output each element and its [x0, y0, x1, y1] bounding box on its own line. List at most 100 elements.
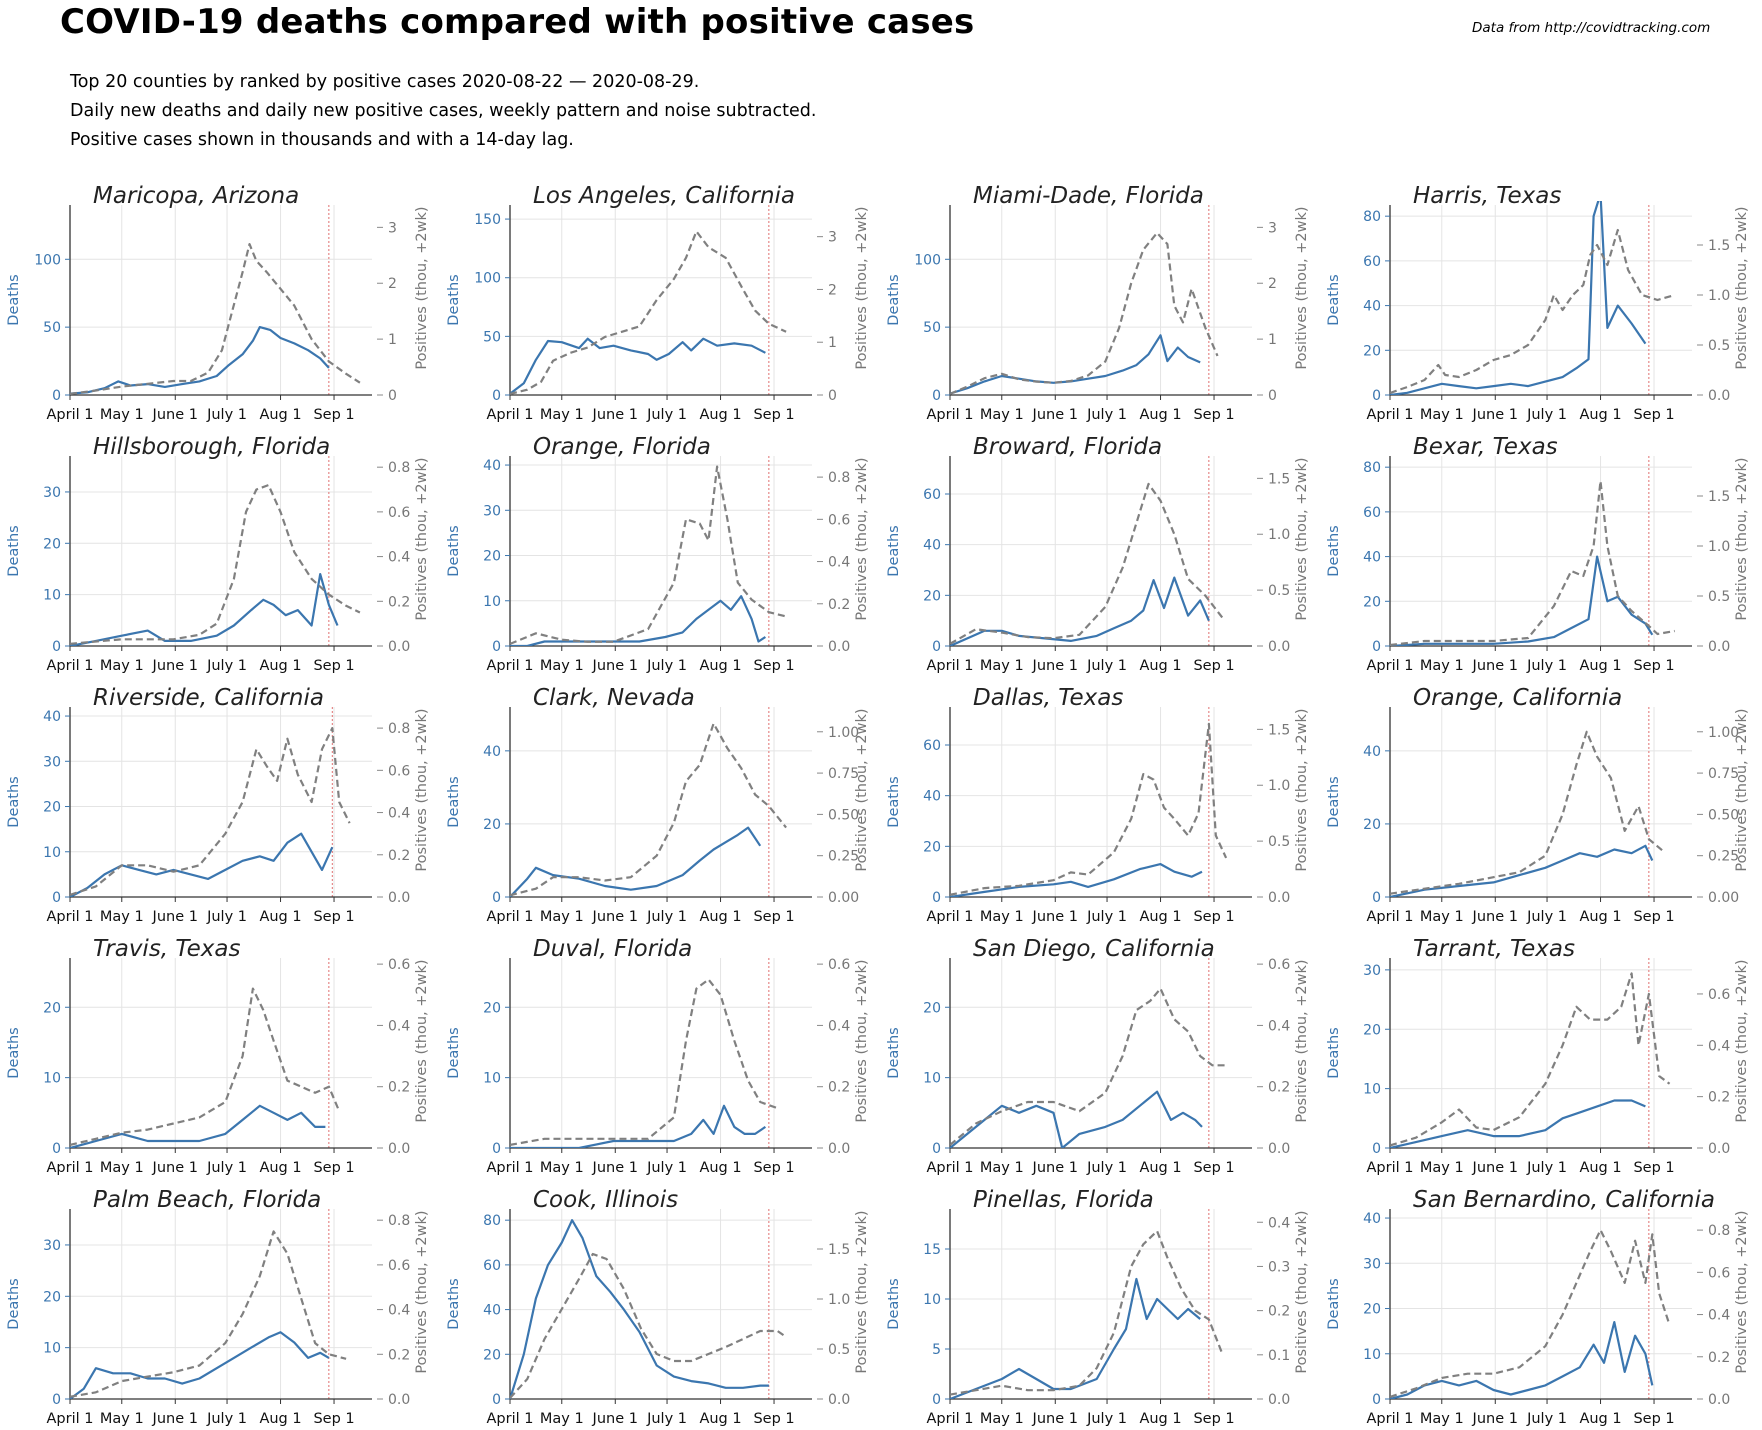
- panel-title: Palm Beach, Florida: [93, 1187, 321, 1213]
- y2-tick-label: 0.6: [388, 763, 410, 779]
- x-tick-label: July 1: [206, 909, 247, 925]
- subtitle-line-2: Daily new deaths and daily new positive …: [70, 101, 817, 121]
- x-tick-label: June 1: [1032, 407, 1078, 423]
- x-tick-label: June 1: [592, 407, 638, 423]
- positives-series-line: [70, 484, 361, 645]
- x-tick-label: Aug 1: [699, 1160, 741, 1176]
- y-tick-label: 40: [923, 789, 941, 805]
- x-tick-label: May 1: [1420, 909, 1464, 925]
- positives-series-line: [70, 726, 351, 896]
- deaths-series-line: [510, 826, 762, 897]
- y2-tick-label: 0.2: [388, 594, 410, 610]
- y2-tick-label: 0.4: [388, 1018, 410, 1034]
- panel-title: Maricopa, Arizona: [93, 183, 299, 209]
- panel-title: Miami-Dade, Florida: [973, 183, 1204, 209]
- x-tick-label: June 1: [1472, 407, 1518, 423]
- x-tick-label: Aug 1: [259, 407, 301, 423]
- y-tick-label: 0: [52, 639, 61, 655]
- x-tick-label: July 1: [206, 658, 247, 674]
- y-tick-label: 10: [43, 1341, 61, 1357]
- x-tick-label: Aug 1: [1579, 1411, 1621, 1427]
- y2-tick-label: 0.0: [828, 1141, 850, 1157]
- y-tick-label: 10: [483, 1071, 501, 1087]
- y-tick-label: 20: [1363, 343, 1381, 359]
- y-axis-label: Deaths: [886, 274, 902, 325]
- x-tick-label: May 1: [100, 1160, 144, 1176]
- positives-series-line: [1390, 479, 1675, 646]
- y2-tick-label: 0.8: [1708, 1223, 1730, 1239]
- county-panel: 0 10 20 0.0 0.2 0.4 0.6 April 1 May 1 June 1 July …: [6, 936, 430, 1176]
- y2-axis-label: Positives (thou, +2wk): [1734, 457, 1750, 620]
- x-tick-label: April 1: [927, 658, 974, 674]
- x-tick-label: June 1: [152, 407, 198, 423]
- x-tick-label: June 1: [152, 1160, 198, 1176]
- x-tick-label: April 1: [1367, 1411, 1414, 1427]
- y-tick-label: 30: [483, 503, 501, 519]
- county-panel: 0 10 20 0.0 0.2 0.4 0.6 April 1 May 1 June 1 July …: [446, 936, 870, 1176]
- y2-tick-label: 3: [388, 220, 397, 236]
- y2-tick-label: 1.0: [1268, 778, 1290, 794]
- county-panel: 0 20 40 0.00 0.25 0.50 0.75 1.00 April 1 May 1 Jun…: [446, 685, 870, 925]
- x-tick-label: May 1: [100, 1411, 144, 1427]
- positives-series-line: [950, 1229, 1224, 1396]
- panel-title: Orange, Florida: [533, 434, 711, 460]
- x-tick-label: July 1: [646, 658, 687, 674]
- y-tick-label: 40: [1363, 1211, 1381, 1227]
- county-panel: 0 20 40 60 80 0.0 0.5 1.0 1.5 April 1 May 1 June 1 J…: [1326, 183, 1750, 423]
- county-panel: 0 10 20 30 40 0.0 0.2 0.4 0.6 0.8 April 1 May 1 June…: [1326, 1187, 1750, 1427]
- y2-tick-label: 1.5: [1708, 489, 1730, 505]
- y2-tick-label: 3: [828, 230, 837, 246]
- panel-title: Broward, Florida: [973, 434, 1162, 460]
- deaths-series-line: [950, 862, 1203, 897]
- y-tick-label: 60: [923, 738, 941, 754]
- y-tick-label: 0: [492, 1392, 501, 1408]
- x-tick-label: May 1: [980, 407, 1024, 423]
- y-axis-label: Deaths: [446, 274, 462, 325]
- y2-tick-label: 0.25: [1708, 849, 1739, 865]
- x-tick-label: Aug 1: [699, 909, 741, 925]
- y-tick-label: 40: [1363, 299, 1381, 315]
- x-tick-label: May 1: [1420, 658, 1464, 674]
- x-tick-label: July 1: [646, 909, 687, 925]
- y2-tick-label: 2: [388, 276, 397, 292]
- y2-tick-label: 0.3: [1268, 1259, 1290, 1275]
- x-tick-label: Aug 1: [1139, 407, 1181, 423]
- deaths-series-line: [70, 1331, 330, 1399]
- y2-tick-label: 0.75: [828, 766, 859, 782]
- x-tick-label: Sep 1: [753, 1411, 794, 1427]
- y2-axis-label: Positives (thou, +2wk): [854, 206, 870, 369]
- x-tick-label: May 1: [980, 658, 1024, 674]
- y2-tick-label: 0.6: [1708, 987, 1730, 1003]
- y-tick-label: 50: [923, 320, 941, 336]
- x-tick-label: Aug 1: [1139, 1160, 1181, 1176]
- y-axis-label: Deaths: [446, 1278, 462, 1329]
- y-tick-label: 20: [43, 536, 61, 552]
- subtitle-line-3: Positive cases shown in thousands and wi…: [70, 130, 574, 150]
- county-panel: 0 20 40 60 0.0 0.5 1.0 1.5 April 1 May 1 June 1 Jul…: [886, 434, 1310, 674]
- y-tick-label: 80: [1363, 460, 1381, 476]
- x-tick-label: Aug 1: [259, 658, 301, 674]
- y2-axis-label: Positives (thou, +2wk): [414, 206, 430, 369]
- deaths-series-line: [70, 572, 339, 646]
- positives-series-line: [510, 722, 787, 897]
- y-tick-label: 40: [1363, 550, 1381, 566]
- y2-axis-label: Positives (thou, +2wk): [1734, 959, 1750, 1122]
- y2-axis-label: Positives (thou, +2wk): [1294, 1210, 1310, 1373]
- x-tick-label: July 1: [206, 1411, 247, 1427]
- y2-tick-label: 0.0: [1268, 890, 1290, 906]
- panel-title: San Bernardino, California: [1413, 1187, 1715, 1213]
- y2-tick-label: 0.0: [388, 890, 410, 906]
- y2-tick-label: 1.0: [828, 1292, 850, 1308]
- x-tick-label: April 1: [1367, 1160, 1414, 1176]
- x-tick-label: Aug 1: [1579, 407, 1621, 423]
- deaths-series-line: [70, 326, 330, 395]
- y2-axis-label: Positives (thou, +2wk): [414, 1210, 430, 1373]
- x-tick-label: May 1: [980, 1160, 1024, 1176]
- x-tick-label: Sep 1: [1633, 1160, 1674, 1176]
- positives-series-line: [950, 722, 1228, 896]
- y-axis-label: Deaths: [6, 1278, 22, 1329]
- x-tick-label: May 1: [980, 909, 1024, 925]
- y-tick-label: 0: [932, 388, 941, 404]
- y2-tick-label: 0.6: [388, 957, 410, 973]
- deaths-series-line: [950, 1277, 1201, 1399]
